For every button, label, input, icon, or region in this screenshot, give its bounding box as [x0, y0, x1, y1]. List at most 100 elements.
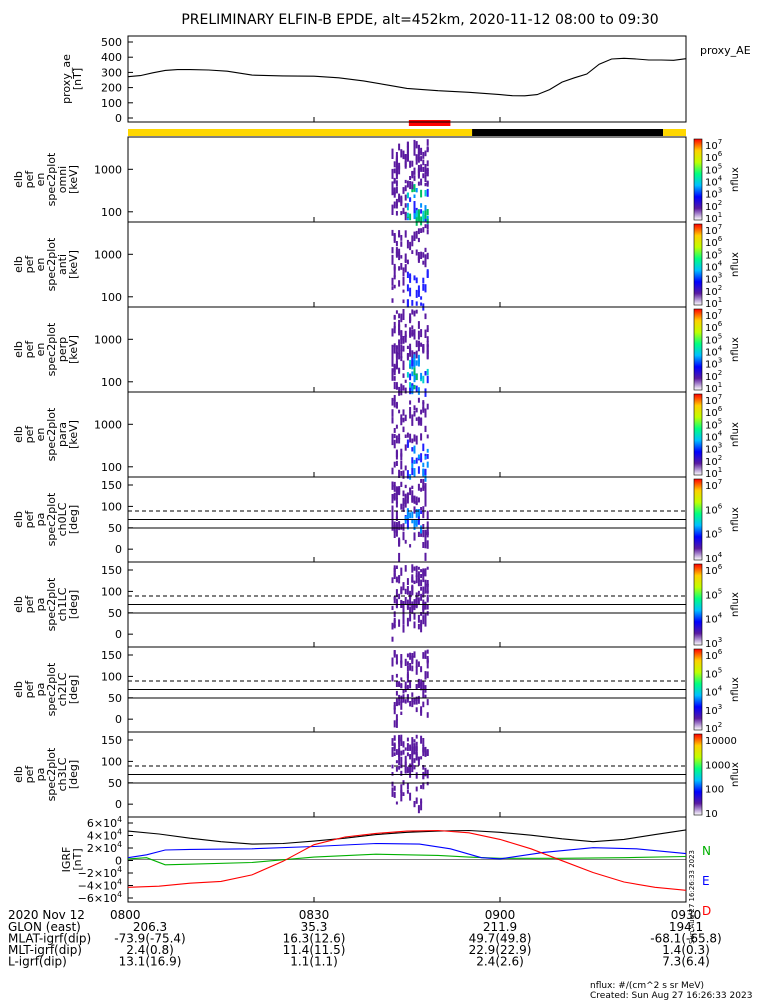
spectrogram-pixel [393, 611, 396, 617]
spectrogram-pixel [411, 250, 414, 254]
spectrogram-pixel [424, 529, 427, 534]
spectrogram-pixel [398, 331, 401, 336]
spectrogram-pixel [406, 599, 409, 608]
spectrogram-pixel [398, 765, 401, 770]
spectrogram-pixel [409, 241, 412, 251]
spectrogram-pixel [413, 434, 416, 442]
spectrogram-pixel [422, 375, 425, 384]
spectrogram-pixel [400, 418, 403, 426]
colorbar [693, 223, 703, 306]
spectrogram-pixel [424, 531, 427, 537]
ephemeris-row-label: L-igrf(dip) [8, 955, 67, 969]
spectrogram-pixel [422, 283, 425, 291]
y-axis-label-line: omni [56, 166, 69, 193]
spectrogram-pixel [409, 343, 412, 352]
spectrogram-pixel [420, 756, 423, 760]
spectrogram-pixel [404, 194, 407, 201]
y-tick-label: 100 [101, 670, 122, 683]
spectrogram-pixel [393, 485, 396, 492]
spectrogram-pixel [400, 599, 403, 608]
y-axis-label-line: spec2plot [45, 747, 58, 801]
spectrogram-pixel [411, 420, 414, 426]
spectrogram-pixel [420, 156, 423, 162]
spectrogram-pixel [393, 270, 396, 278]
spectrogram-pixel [417, 566, 420, 570]
y-axis-label-line: elb [12, 341, 25, 358]
y-tick-label: 150 [101, 479, 122, 492]
spectrogram-pixel [398, 751, 401, 757]
spectrogram-pixel [395, 252, 398, 257]
spectrogram-pixel [398, 537, 401, 547]
spectrogram-pixel [413, 495, 416, 504]
spectrogram-pixel [420, 679, 423, 687]
spectrogram-pixel [426, 229, 429, 235]
y-tick-label: 4×104 [87, 828, 122, 843]
colorbar-tick-label: 107 [705, 138, 722, 152]
spectrogram-pixel [406, 192, 409, 199]
spectrogram-pixel [402, 417, 405, 423]
spectrogram-pixel [393, 596, 396, 600]
y-tick-label: 300 [101, 66, 122, 79]
spectrogram-pixel [404, 588, 407, 595]
spectrogram-pixel [400, 789, 403, 796]
spectrogram-pixel [409, 373, 412, 381]
spectrogram-pixel [406, 141, 409, 146]
spectrogram-pixel [402, 426, 405, 433]
time-tick-label: 0930 [671, 908, 702, 922]
spectrogram-pixel [420, 151, 423, 156]
spectrogram-pixel [420, 479, 423, 483]
y-tick-label: 100 [101, 461, 122, 474]
spectrogram-pixel [420, 228, 423, 233]
spectrogram-pixel [417, 805, 420, 814]
spectrogram-pixel [395, 166, 398, 174]
y-tick-label: 100 [101, 585, 122, 598]
spectrogram-pixel [409, 197, 412, 202]
spectrogram-pixel [404, 434, 407, 438]
spectrogram-pixel [391, 184, 394, 193]
spectrogram-pixel [391, 417, 394, 424]
spectrogram-pixel [391, 657, 394, 666]
spectrogram-pixel [417, 509, 420, 517]
spectrogram-pixel [395, 450, 398, 460]
spectrogram-pixel [413, 201, 416, 208]
spectrogram-pixel [413, 175, 416, 181]
spectrogram-pixel [395, 511, 398, 520]
spectrogram-pixel [420, 487, 423, 492]
spectrogram-pixel [391, 433, 394, 442]
spectrogram-pixel [406, 239, 409, 249]
y-axis-label-line: pef [23, 170, 36, 189]
spectrogram-pixel [406, 470, 409, 479]
y-axis-label-line: [deg] [67, 760, 80, 789]
spectrogram-pixel [404, 685, 407, 693]
ephemeris-table: 2020 Nov 12 0800 0830 0900 0930 GLON (east) 20… [8, 908, 722, 969]
spectrogram-pixel [391, 505, 394, 515]
colorbar [693, 563, 703, 646]
spectrogram-pixel [424, 190, 427, 197]
colorbar-tick-label: 102 [705, 454, 722, 468]
spectrogram-pixel [424, 544, 427, 549]
spectrogram-pixel [393, 531, 396, 538]
spectrogram-pixel [411, 511, 414, 519]
spectrogram-pixel [393, 752, 396, 756]
y-tick-label: 100 [101, 291, 122, 304]
spectrogram-pixel [411, 574, 414, 583]
colorbar-tick-label: 10 [705, 809, 718, 820]
spectrogram-pixel [409, 763, 412, 772]
spectrogram-pixel [411, 655, 414, 665]
colorbar-label: nflux [730, 422, 741, 447]
colorbar-tick-label: 102 [705, 284, 722, 298]
spectrogram-pixel [400, 335, 403, 341]
spectrogram-pixel [415, 350, 418, 359]
spectrogram-pixel [420, 579, 423, 587]
ephemeris-value: 2.4(0.8) [126, 943, 174, 957]
colorbar-tick-label: 101 [705, 381, 722, 395]
spectrogram-pixel [409, 327, 412, 337]
ephemeris-value: 11.4(11.5) [283, 943, 346, 957]
spectrogram-pixel [409, 614, 412, 622]
spectrogram-pixel [393, 481, 396, 487]
spectrogram-pixel [393, 369, 396, 376]
y-axis-label-line: [keV] [67, 165, 80, 194]
spectrogram-pixel [420, 798, 423, 804]
colorbar-tick-label: 104 [705, 175, 723, 189]
